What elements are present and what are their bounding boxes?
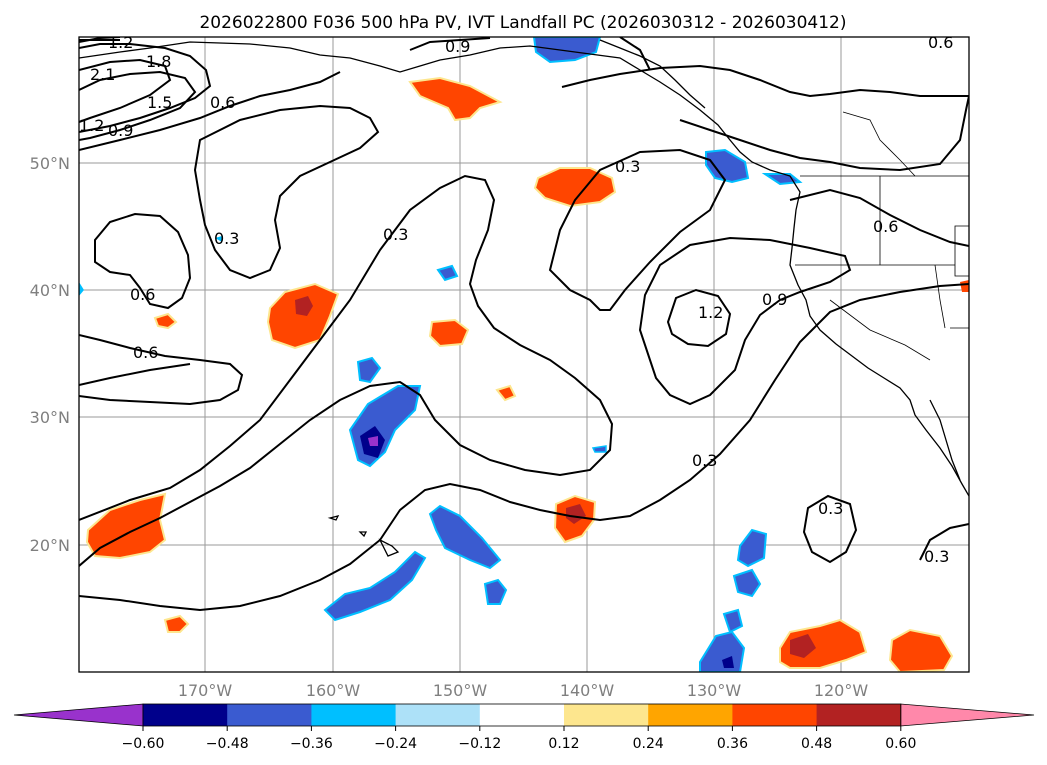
colorbar-segment (816, 704, 902, 726)
lat-label: 20°N (30, 536, 70, 555)
map-title: 2026022800 F036 500 hPa PV, IVT Landfall… (199, 13, 846, 33)
political-borders (795, 111, 969, 361)
colorbar-tick-label: 0.24 (633, 736, 664, 752)
colorbar-segment (564, 704, 649, 726)
colorbar-tick-label: 0.36 (717, 736, 748, 752)
lon-label: 150°W (433, 681, 488, 700)
contour-label: 0.6 (873, 217, 898, 236)
lon-label: 140°W (560, 681, 615, 700)
lat-label: 50°N (30, 154, 70, 173)
contour-label: 1.8 (146, 52, 171, 71)
lon-label: 120°W (814, 681, 869, 700)
colorbar-extension-high (900, 703, 1035, 727)
colorbar-tick-label: 0.60 (885, 736, 916, 752)
colorbar-tick-label: 0.48 (801, 736, 832, 752)
contour-label: 0.6 (133, 343, 158, 362)
lon-label: 160°W (306, 681, 361, 700)
colorbar-segment (227, 704, 312, 726)
contour-label: 0.6 (130, 285, 155, 304)
contour-label: 2.1 (90, 65, 115, 84)
colorbar-tick-label: 0.12 (548, 736, 579, 752)
contour-label: 1.2 (108, 33, 133, 52)
contour-label: 0.3 (615, 157, 640, 176)
contour-label: 0.6 (928, 33, 953, 52)
colorbar-tick-label: −0.12 (458, 736, 501, 752)
coastlines (79, 39, 969, 557)
contour-label: 0.3 (818, 499, 843, 518)
graticule (79, 37, 969, 672)
colorbar-tick-label: −0.48 (206, 736, 249, 752)
latitude-labels: 50°N 40°N 30°N 20°N (30, 154, 70, 555)
map-panel: 1.2 1.8 2.1 1.5 1.2 0.9 0.6 0.9 0.6 0.3 … (78, 33, 970, 673)
colorbar: −0.60 −0.48 −0.36 −0.24 −0.12 0.12 0.24 0.36 0.4… (13, 703, 1035, 752)
colorbar-segment (648, 704, 733, 726)
colorbar-tick-label: −0.60 (122, 736, 165, 752)
colorbar-extension-low (13, 703, 144, 727)
pv-contours (79, 37, 969, 612)
colorbar-segment (311, 704, 397, 726)
colorbar-segment (732, 704, 818, 726)
lon-label: 130°W (687, 681, 742, 700)
longitude-labels: 170°W 160°W 150°W 140°W 130°W 120°W (178, 681, 869, 700)
contour-labels: 1.2 1.8 2.1 1.5 1.2 0.9 0.6 0.9 0.6 0.3 … (79, 33, 953, 566)
contour-label: 1.2 (79, 116, 104, 135)
negative-anomaly-shading (79, 37, 803, 672)
lat-label: 30°N (30, 408, 70, 427)
positive-anomaly-shading (85, 76, 969, 672)
contour-label: 0.3 (924, 547, 949, 566)
colorbar-segment (143, 704, 228, 726)
contour-label: 0.9 (762, 290, 787, 309)
lat-label: 40°N (30, 281, 70, 300)
lon-label: 170°W (178, 681, 233, 700)
contour-label: 1.2 (698, 303, 723, 322)
contour-label: 0.3 (383, 225, 408, 244)
contour-label: 0.3 (214, 229, 239, 248)
contour-label: 0.6 (210, 93, 235, 112)
contour-label: 1.5 (147, 93, 172, 112)
map-frame (78, 36, 970, 673)
colorbar-tick-label: −0.36 (290, 736, 333, 752)
colorbar-outline (142, 703, 902, 727)
colorbar-segment (479, 704, 565, 726)
contour-label: 0.3 (692, 451, 717, 470)
contour-label: 0.9 (108, 121, 133, 140)
colorbar-tick-label: −0.24 (374, 736, 417, 752)
contour-label: 0.9 (445, 37, 470, 56)
colorbar-segment (395, 704, 481, 726)
